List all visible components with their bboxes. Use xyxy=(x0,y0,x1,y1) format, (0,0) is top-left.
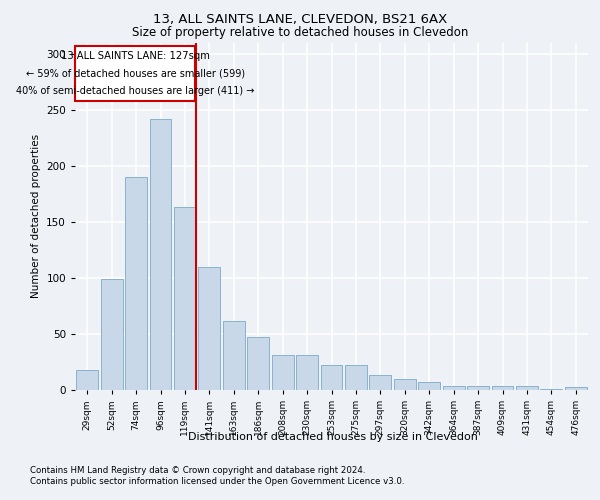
Bar xyxy=(565,386,587,390)
Bar xyxy=(76,370,98,390)
Bar xyxy=(223,320,245,390)
Text: ← 59% of detached houses are smaller (599): ← 59% of detached houses are smaller (59… xyxy=(26,68,245,78)
Bar xyxy=(370,376,391,390)
Text: Size of property relative to detached houses in Clevedon: Size of property relative to detached ho… xyxy=(132,26,468,39)
Y-axis label: Number of detached properties: Number of detached properties xyxy=(31,134,41,298)
Text: 40% of semi-detached houses are larger (411) →: 40% of semi-detached houses are larger (… xyxy=(16,86,254,96)
Bar xyxy=(76,46,196,101)
Bar xyxy=(491,386,514,390)
Bar xyxy=(174,208,196,390)
Bar xyxy=(101,279,122,390)
Bar xyxy=(443,386,464,390)
Bar xyxy=(516,386,538,390)
Bar xyxy=(541,389,562,390)
Bar xyxy=(199,266,220,390)
Bar xyxy=(247,338,269,390)
Bar xyxy=(418,382,440,390)
Bar xyxy=(345,366,367,390)
Bar xyxy=(272,355,293,390)
Text: Contains HM Land Registry data © Crown copyright and database right 2024.: Contains HM Land Registry data © Crown c… xyxy=(30,466,365,475)
Bar xyxy=(320,366,343,390)
Bar xyxy=(394,379,416,390)
Bar xyxy=(467,386,489,390)
Bar xyxy=(296,355,318,390)
Text: 13 ALL SAINTS LANE: 127sqm: 13 ALL SAINTS LANE: 127sqm xyxy=(61,50,210,60)
Text: 13, ALL SAINTS LANE, CLEVEDON, BS21 6AX: 13, ALL SAINTS LANE, CLEVEDON, BS21 6AX xyxy=(153,12,447,26)
Text: Contains public sector information licensed under the Open Government Licence v3: Contains public sector information licen… xyxy=(30,477,404,486)
Text: Distribution of detached houses by size in Clevedon: Distribution of detached houses by size … xyxy=(188,432,478,442)
Bar xyxy=(125,177,147,390)
Bar xyxy=(149,118,172,390)
